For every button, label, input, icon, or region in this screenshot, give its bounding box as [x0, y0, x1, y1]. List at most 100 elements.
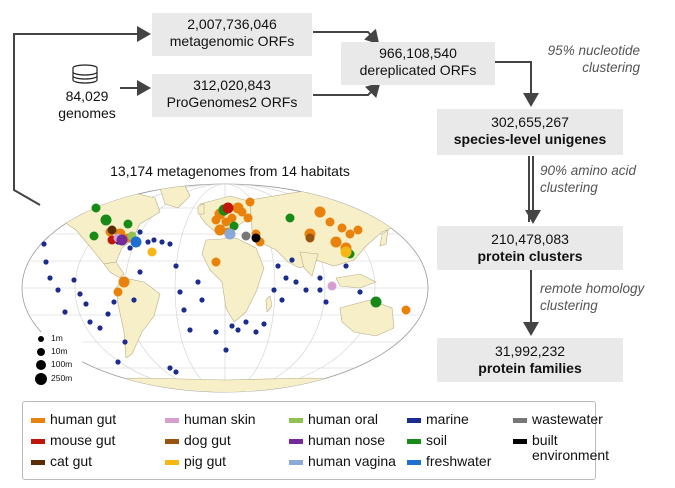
sample-point — [289, 257, 295, 263]
dereplicated-orfs-box: 966,108,540 dereplicated ORFs — [341, 42, 495, 85]
sample-point — [213, 329, 219, 335]
sample-point — [229, 323, 235, 329]
legend-swatch — [407, 460, 421, 465]
sample-point — [214, 224, 226, 236]
legend-label: built environment — [532, 432, 610, 463]
progenomes-orfs-box: 312,020,843 ProGenomes2 ORFs — [152, 74, 312, 117]
size-legend: 1m 10m 100m 250m — [32, 332, 82, 388]
sample-point — [195, 279, 201, 285]
legend-label: human nose — [308, 432, 386, 448]
sample-point — [227, 213, 237, 223]
sample-point — [71, 277, 77, 283]
unigenes-label: species-level unigenes — [453, 131, 607, 147]
sample-point — [275, 263, 281, 269]
size-dot-1m — [38, 336, 44, 342]
dereplicated-label: dereplicated ORFs — [359, 62, 477, 78]
legend-label: marine — [426, 411, 469, 427]
sample-point — [116, 234, 128, 246]
sample-point — [317, 287, 323, 293]
sample-point — [261, 321, 267, 327]
protein-families-box: 31,992,232 protein families — [437, 338, 623, 382]
step-nucleotide-line2: clustering — [582, 60, 640, 75]
size-label-100m: 100m — [51, 359, 73, 369]
sample-point — [345, 229, 355, 239]
legend-label: cat gut — [50, 453, 93, 469]
step-homology-line2: clustering — [540, 298, 598, 313]
legend-swatch — [31, 460, 45, 465]
legend-swatch — [31, 418, 45, 423]
sample-point — [147, 247, 157, 257]
sample-point — [237, 207, 247, 217]
sample-point — [251, 233, 261, 243]
arrow-dereplicated-to-unigenes — [495, 61, 539, 107]
sample-point — [145, 239, 151, 245]
sample-point — [55, 287, 61, 293]
sample-point — [224, 228, 236, 240]
sample-point — [279, 297, 285, 303]
legend-swatch — [31, 439, 45, 444]
sample-point — [245, 197, 255, 207]
sample-point — [47, 275, 53, 281]
genomes-count: 84,029 — [65, 88, 109, 104]
sample-point — [323, 299, 329, 305]
legend-swatch — [513, 439, 527, 444]
sample-point — [167, 241, 173, 247]
arrow-progenomes-to-dereplicated — [313, 82, 381, 99]
sample-point — [43, 259, 49, 265]
step-amino-line1: 90% amino acid — [540, 163, 637, 178]
sample-point — [107, 225, 117, 235]
sample-point — [151, 237, 157, 243]
sample-point — [222, 202, 234, 214]
size-legend-dots — [35, 336, 47, 385]
unigenes-box: 302,655,267 species-level unigenes — [437, 109, 623, 155]
progenomes-label: ProGenomes2 ORFs — [166, 94, 298, 110]
sample-point — [118, 276, 130, 288]
size-label-250m: 250m — [51, 373, 73, 383]
sample-point — [137, 229, 143, 235]
size-dot-10m — [37, 348, 45, 356]
sample-point — [317, 275, 323, 281]
legend-label: pig gut — [184, 453, 227, 469]
legend-label: wastewater — [532, 411, 603, 427]
sample-point — [325, 217, 335, 227]
step-nucleotide-line1: 95% nucleotide — [547, 43, 640, 58]
sample-point — [330, 236, 342, 248]
families-count: 31,992,232 — [494, 343, 566, 359]
legend-label: human skin — [184, 411, 256, 427]
sample-point — [111, 299, 117, 305]
sample-point — [131, 297, 137, 303]
legend-label: soil — [426, 432, 448, 448]
legend-label: human gut — [50, 411, 117, 427]
legend-swatch — [513, 418, 527, 423]
sample-point — [83, 301, 89, 307]
habitat-legend: human gut mouse gut cat gut human skin dog g… — [22, 401, 609, 480]
sample-point — [100, 214, 112, 226]
size-label-10m: 10m — [51, 346, 68, 356]
legend-label: freshwater — [426, 453, 492, 469]
legend-swatch — [289, 418, 303, 423]
legend-swatch — [407, 439, 421, 444]
sample-point — [137, 269, 143, 275]
sample-point — [41, 241, 47, 247]
genomes-label: 84,029 genomes — [42, 88, 132, 122]
sample-point — [122, 339, 128, 345]
sample-point — [187, 327, 193, 333]
sample-point — [159, 239, 165, 245]
legend-swatch — [165, 460, 179, 465]
sample-point — [285, 213, 295, 223]
arrow-metagenomic-to-dereplicated — [313, 28, 380, 45]
sample-point — [357, 289, 363, 295]
legend-label: human vagina — [308, 453, 396, 469]
map-title: 13,174 metagenomes from 14 habitats — [110, 163, 350, 179]
sample-point — [177, 289, 183, 295]
sample-point — [305, 233, 315, 243]
sample-point — [243, 213, 253, 223]
sample-point — [283, 275, 289, 281]
sample-point — [211, 257, 221, 267]
clusters-count: 210,478,083 — [491, 231, 569, 247]
size-dot-250m — [35, 373, 47, 385]
sample-point — [115, 359, 121, 365]
legend-label: mouse gut — [50, 432, 116, 448]
sample-point — [77, 291, 83, 297]
legend-label: dog gut — [184, 432, 231, 448]
